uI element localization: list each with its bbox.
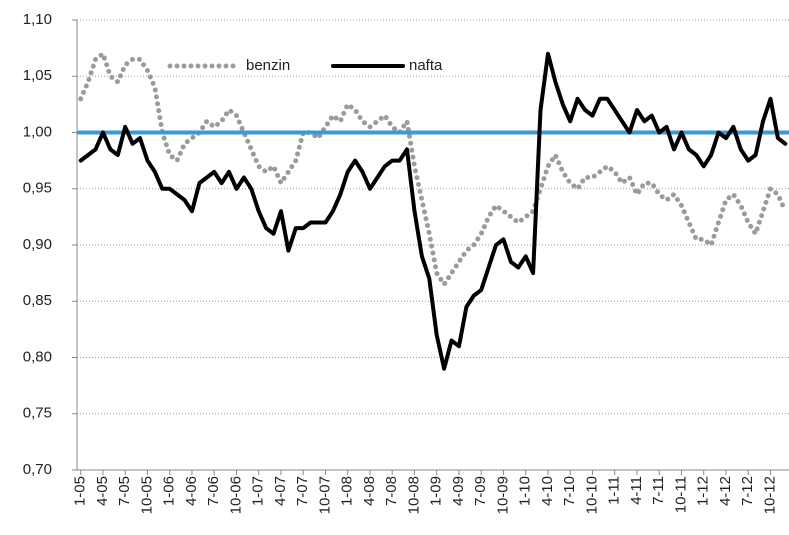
x-tick-label: 10-12 — [761, 476, 778, 514]
y-tick-label: 1,10 — [23, 11, 52, 28]
y-tick-label: 0,95 — [23, 180, 52, 197]
x-tick-label: 10-07 — [316, 476, 333, 514]
x-tick-label: 4-07 — [272, 476, 289, 506]
series-line — [78, 51, 788, 371]
x-tick-label: 7-12 — [739, 476, 756, 506]
y-tick-label: 1,00 — [23, 123, 52, 140]
x-tick-label: 4-11 — [628, 476, 645, 505]
x-tick-label: 10-05 — [138, 476, 155, 514]
x-tick-label: 7-07 — [294, 476, 311, 506]
x-tick-label: 7-06 — [205, 476, 222, 506]
x-tick-label: 1-07 — [250, 476, 267, 506]
x-tick-label: 7-05 — [116, 476, 133, 506]
x-tick-label: 10-08 — [405, 476, 422, 514]
x-tick-label: 7-10 — [561, 476, 578, 506]
x-tick-label: 7-08 — [383, 476, 400, 506]
x-tick-label: 4-12 — [717, 476, 734, 506]
x-tick-label: 4-09 — [450, 476, 467, 506]
y-tick-label: 1,05 — [23, 67, 52, 84]
x-tick-label: 10-09 — [494, 476, 511, 514]
x-tick-label: 10-10 — [583, 476, 600, 514]
y-tick-label: 0,90 — [23, 236, 52, 253]
x-tick-label: 7-11 — [650, 476, 667, 505]
x-tick-label: 4-06 — [183, 476, 200, 506]
x-tick-label: 1-05 — [72, 476, 89, 506]
x-tick-label: 4-08 — [361, 476, 378, 506]
x-tick-label: 1-11 — [606, 476, 623, 505]
y-tick-label: 0,80 — [23, 348, 52, 365]
x-tick-label: 10-06 — [227, 476, 244, 514]
y-tick-label: 0,75 — [23, 405, 52, 422]
legend-label: benzin — [246, 57, 290, 74]
x-tick-label: 7-09 — [472, 476, 489, 506]
y-tick-label: 0,70 — [23, 461, 52, 478]
x-tick-label: 4-10 — [539, 476, 556, 506]
x-tick-label: 1-12 — [695, 476, 712, 506]
series-line — [78, 51, 788, 287]
x-tick-label: 1-06 — [161, 476, 178, 506]
x-tick-label: 1-09 — [428, 476, 445, 506]
x-tick-label: 4-05 — [94, 476, 111, 506]
x-tick-label: 1-08 — [339, 476, 356, 506]
x-tick-label: 1-10 — [517, 476, 534, 506]
x-tick-label: 10-11 — [672, 476, 689, 513]
legend-label: nafta — [409, 57, 443, 74]
y-tick-label: 0,85 — [23, 292, 52, 309]
